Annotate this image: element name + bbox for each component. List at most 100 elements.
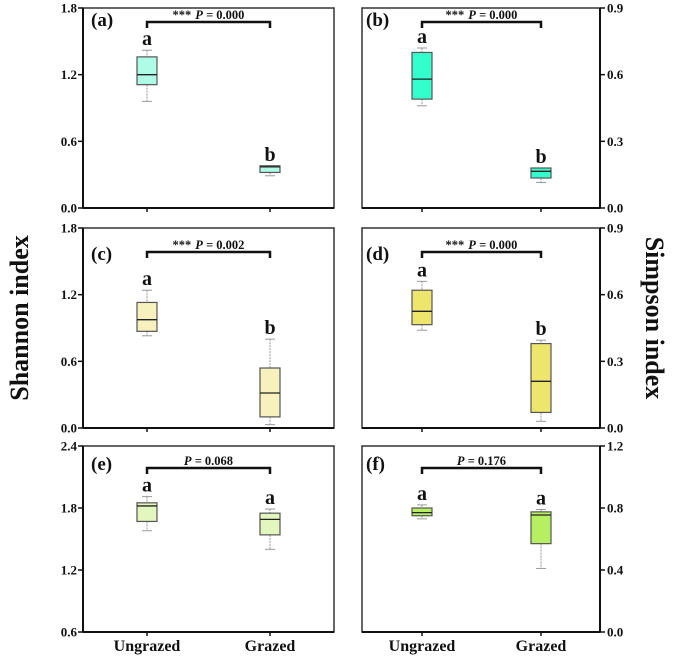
panel-f: 0.0 0.4 0.8 1.2 (f) P = 0.176 Ungrazed Grazed a a xyxy=(361,439,624,655)
box-grazed: b xyxy=(530,318,552,422)
significance-bracket xyxy=(145,466,272,474)
x-tick-label: Ungrazed xyxy=(114,638,181,655)
iqr-box xyxy=(259,512,281,536)
y-tick-label: 1.8 xyxy=(61,221,78,236)
panel-e: 0.6 1.2 1.8 2.4 (e) P = 0.068 Ungrazed Grazed a a xyxy=(61,439,335,655)
p-symbol: P xyxy=(195,8,203,22)
y-tick-label: 1.2 xyxy=(607,439,623,454)
p-value: = 0.002 xyxy=(203,238,245,252)
y-axis-label-left: Shannon index xyxy=(5,235,34,400)
p-value-label: *** P = 0.000 xyxy=(446,238,518,252)
group-letter: b xyxy=(264,317,275,339)
significance-bracket xyxy=(420,250,543,258)
y-axis-label-right: Simpson index xyxy=(640,237,669,400)
y-tick-label: 0.0 xyxy=(607,201,623,216)
y-tick-label: 1.2 xyxy=(61,563,77,578)
significance-stars: *** xyxy=(446,8,465,22)
iqr-box xyxy=(136,301,158,332)
x-tick-label: Grazed xyxy=(245,638,296,655)
y-tick-label: 0.3 xyxy=(607,354,624,369)
y-tick-label: 0.4 xyxy=(607,563,624,578)
y-tick-label: 0.0 xyxy=(61,201,77,216)
y-tick-label: 0.0 xyxy=(607,421,623,436)
iqr-box xyxy=(411,51,433,100)
box-grazed: a xyxy=(530,488,552,569)
group-letter: a xyxy=(417,259,427,281)
y-tick-label: 1.2 xyxy=(61,287,77,302)
box-ungrazed: a xyxy=(411,259,433,331)
group-letter: a xyxy=(536,488,546,510)
p-symbol: P xyxy=(195,238,203,252)
plot-frame xyxy=(361,227,601,429)
x-tick-label: Ungrazed xyxy=(389,638,456,655)
iqr-box xyxy=(530,342,552,414)
group-letter: b xyxy=(264,144,275,166)
group-letter: a xyxy=(142,475,152,497)
p-value-label: *** P = 0.000 xyxy=(173,8,245,22)
significance-stars: *** xyxy=(173,8,192,22)
plot-frame xyxy=(361,7,601,209)
p-value: = 0.068 xyxy=(192,454,234,468)
box-ungrazed: a xyxy=(411,483,433,520)
iqr-box xyxy=(411,289,433,326)
p-value-label: *** P = 0.002 xyxy=(173,238,245,252)
panel-d: 0.0 0.3 0.6 0.9 (d) *** P = 0.000 a b xyxy=(361,221,624,436)
y-tick-label: 0.6 xyxy=(607,67,624,82)
p-symbol: P xyxy=(468,8,476,22)
x-tick-label: Grazed xyxy=(516,638,567,655)
panel-label: (b) xyxy=(366,10,389,31)
significance-bracket xyxy=(145,20,272,28)
plot-frame xyxy=(361,445,601,633)
p-value-label: P = 0.176 xyxy=(457,454,506,468)
significance-bracket xyxy=(420,466,543,474)
iqr-box xyxy=(530,511,552,545)
y-tick-label: 1.8 xyxy=(61,501,78,516)
p-value: = 0.000 xyxy=(476,8,518,22)
plot-frame xyxy=(82,7,335,209)
box-grazed: a xyxy=(259,487,281,550)
plot-frame xyxy=(82,227,335,429)
box-ungrazed: a xyxy=(136,475,158,532)
y-tick-label: 0.6 xyxy=(61,134,78,149)
p-value: = 0.000 xyxy=(203,8,245,22)
p-value: = 0.000 xyxy=(476,238,518,252)
group-letter: a xyxy=(417,483,427,505)
panel-b: 0.0 0.3 0.6 0.9 (b) *** P = 0.000 a b xyxy=(361,1,624,216)
significance-stars: *** xyxy=(446,238,465,252)
p-symbol: P xyxy=(468,238,476,252)
group-letter: a xyxy=(417,26,427,48)
iqr-box xyxy=(136,56,158,86)
box-ungrazed: a xyxy=(136,268,158,337)
box-grazed: b xyxy=(259,317,281,426)
panel-label: (c) xyxy=(91,244,112,265)
box-ungrazed: a xyxy=(411,26,433,107)
group-letter: b xyxy=(535,318,546,340)
y-tick-label: 0.6 xyxy=(61,625,78,640)
y-tick-label: 0.6 xyxy=(607,287,624,302)
y-tick-label: 0.9 xyxy=(607,221,624,236)
panel-label: (e) xyxy=(91,454,112,475)
y-tick-label: 1.2 xyxy=(61,67,77,82)
p-symbol: P xyxy=(184,454,192,468)
p-value-label: P = 0.068 xyxy=(184,454,233,468)
panel-label: (d) xyxy=(366,244,389,265)
group-letter: a xyxy=(142,28,152,50)
y-tick-label: 0.0 xyxy=(607,625,623,640)
box-grazed: b xyxy=(530,146,552,183)
p-value-label: *** P = 0.000 xyxy=(446,8,518,22)
iqr-box xyxy=(530,167,552,179)
p-symbol: P xyxy=(457,454,465,468)
y-tick-label: 1.8 xyxy=(61,1,78,16)
y-tick-label: 0.6 xyxy=(61,354,78,369)
p-value: = 0.176 xyxy=(465,454,507,468)
iqr-box xyxy=(136,502,158,523)
y-tick-label: 0.8 xyxy=(607,501,624,516)
y-tick-label: 0.9 xyxy=(607,1,624,16)
group-letter: a xyxy=(265,487,275,509)
panel-c: 0.0 0.6 1.2 1.8 (c) *** P = 0.002 a b xyxy=(61,221,335,436)
significance-stars: *** xyxy=(173,238,192,252)
significance-bracket xyxy=(145,250,272,258)
y-tick-label: 0.0 xyxy=(61,421,77,436)
iqr-box xyxy=(259,165,281,174)
